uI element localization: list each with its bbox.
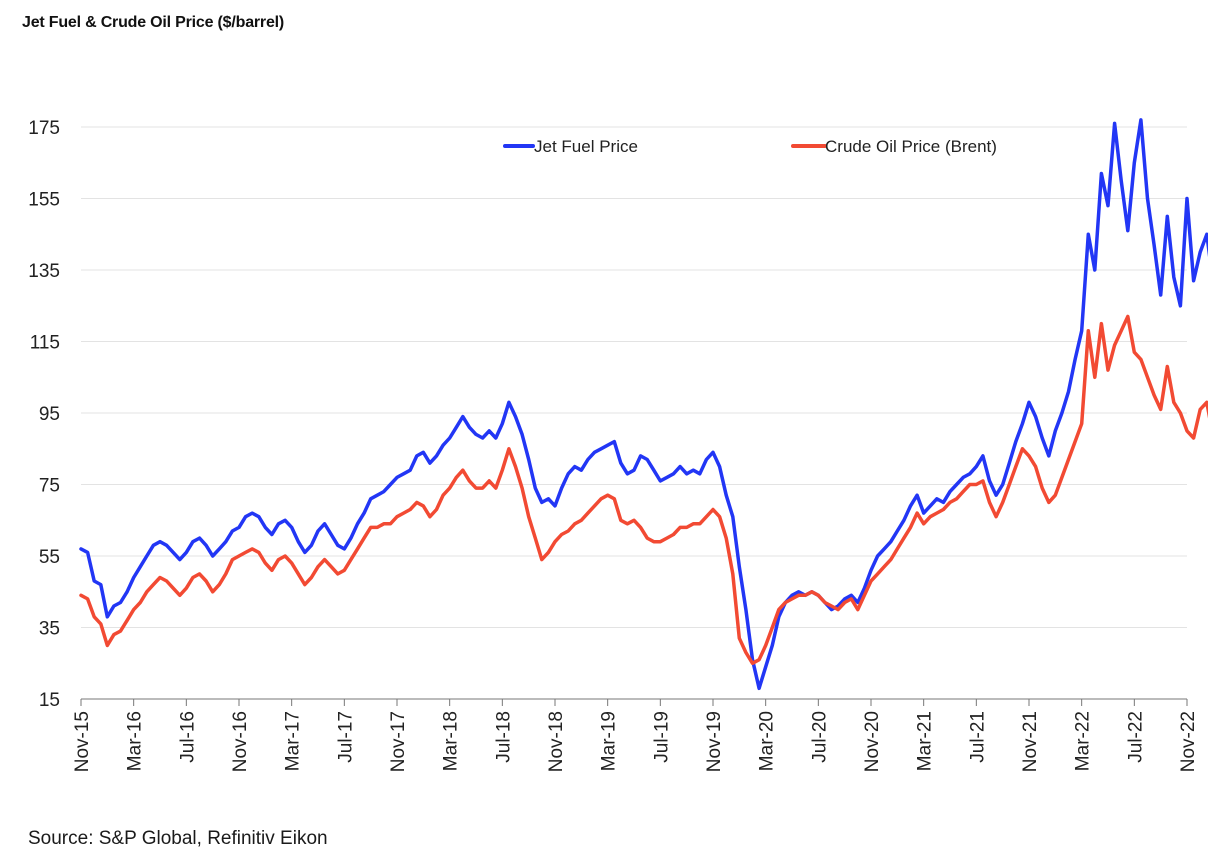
x-tick-label: Nov-22 bbox=[1178, 711, 1199, 772]
x-tick-label: Nov-15 bbox=[72, 711, 93, 772]
x-tick-label: Jul-16 bbox=[177, 711, 198, 763]
x-tick-label: Nov-20 bbox=[862, 711, 883, 772]
y-tick-label: 115 bbox=[30, 333, 60, 354]
series-line-jet-fuel bbox=[79, 118, 1208, 691]
series-line-crude-oil bbox=[79, 314, 1208, 666]
y-tick-label: 75 bbox=[39, 476, 60, 497]
legend-label-crude-oil: Crude Oil Price (Brent) bbox=[825, 137, 997, 156]
x-tick-label: Nov-21 bbox=[1020, 711, 1041, 772]
x-tick-label: Mar-22 bbox=[1073, 711, 1094, 771]
legend-item-crude-oil[interactable]: Crude Oil Price (Brent) bbox=[791, 137, 997, 156]
y-tick-label: 35 bbox=[39, 619, 60, 640]
legend-label-jet-fuel: Jet Fuel Price bbox=[534, 137, 638, 156]
x-tick-label: Mar-20 bbox=[757, 711, 778, 771]
y-tick-label: 95 bbox=[39, 404, 60, 425]
series bbox=[79, 118, 1208, 691]
x-tick-label: Nov-18 bbox=[546, 711, 567, 772]
x-tick-label: Jul-19 bbox=[651, 711, 672, 763]
x-tick-label: Mar-21 bbox=[915, 711, 936, 771]
x-tick-label: Jul-20 bbox=[809, 711, 830, 763]
x-tick-label: Mar-18 bbox=[441, 711, 462, 771]
y-axis: 15 35 55 75 95 115 135 155 175 bbox=[28, 118, 60, 711]
legend-item-jet-fuel[interactable]: Jet Fuel Price bbox=[503, 137, 638, 156]
chart-title: Jet Fuel & Crude Oil Price ($/barrel) bbox=[22, 14, 285, 31]
x-tick-label: Mar-16 bbox=[125, 711, 146, 771]
y-tick-label: 155 bbox=[28, 190, 60, 211]
x-tick-label: Jul-22 bbox=[1125, 711, 1146, 763]
source-note: Source: S&P Global, Refinitiv Eikon bbox=[28, 828, 328, 849]
x-tick-label: Mar-17 bbox=[283, 711, 304, 771]
y-tick-label: 135 bbox=[28, 261, 60, 282]
x-tick-label: Jul-18 bbox=[493, 711, 514, 763]
x-tick-label: Mar-19 bbox=[599, 711, 620, 771]
y-tick-label: 175 bbox=[28, 118, 60, 139]
legend: Jet Fuel Price Crude Oil Price (Brent) bbox=[503, 137, 997, 156]
x-tick-label: Nov-17 bbox=[388, 711, 409, 772]
x-tick-label: Jul-17 bbox=[335, 711, 356, 763]
x-tick-label: Nov-19 bbox=[704, 711, 725, 772]
x-tick-label: Jul-21 bbox=[967, 711, 988, 763]
y-tick-label: 55 bbox=[39, 547, 60, 568]
y-tick-label: 15 bbox=[39, 690, 60, 711]
x-tick-label: Nov-16 bbox=[230, 711, 251, 772]
x-axis: Nov-15 Mar-16 Jul-16 Nov-16 Mar-17 Jul-17 Nov-… bbox=[72, 698, 1199, 772]
